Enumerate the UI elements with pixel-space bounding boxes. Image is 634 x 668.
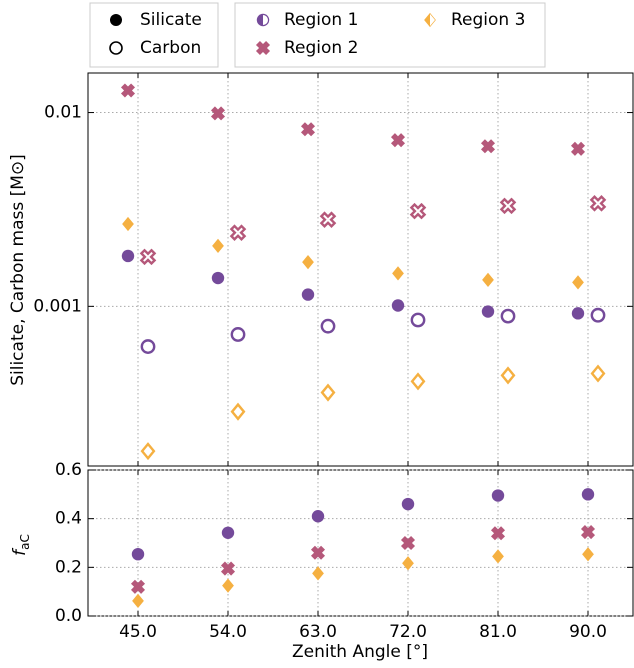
x-tick-label: 63.0 <box>299 622 337 642</box>
plot-frame <box>87 469 634 617</box>
point <box>300 122 316 137</box>
point <box>121 249 135 263</box>
legend-label: Region 2 <box>284 38 358 58</box>
point <box>572 275 584 290</box>
y-tick-label: 0.01 <box>44 103 82 123</box>
point <box>130 579 146 594</box>
point <box>499 197 517 215</box>
x-tick-label: 90.0 <box>569 622 607 642</box>
y-axis-label-subscript: aC <box>18 534 32 550</box>
point <box>212 238 224 254</box>
point <box>491 489 505 502</box>
y-tick-label: 0.001 <box>33 296 82 316</box>
point <box>580 525 596 540</box>
point <box>582 547 594 562</box>
legend-marker <box>110 14 122 26</box>
point <box>481 305 495 318</box>
point <box>301 288 315 301</box>
legend-marker <box>255 40 271 56</box>
legend-marker <box>109 41 123 55</box>
point <box>132 593 144 609</box>
point <box>221 526 235 539</box>
y-axis-label: faC <box>10 534 32 556</box>
x-tick-label: 81.0 <box>479 622 517 642</box>
point <box>312 566 324 581</box>
point <box>310 545 326 560</box>
point <box>571 307 585 320</box>
point <box>131 547 145 561</box>
point <box>590 307 606 323</box>
point <box>120 83 136 98</box>
point <box>589 195 607 212</box>
point <box>302 255 314 270</box>
y-tick-label: 0.2 <box>55 557 82 577</box>
point <box>222 578 234 593</box>
point <box>391 299 405 312</box>
legend-box <box>234 2 546 68</box>
x-axis-label: Zenith Angle [°] <box>292 642 428 662</box>
point <box>590 364 606 383</box>
point <box>320 318 336 334</box>
point <box>319 211 337 228</box>
point <box>140 339 156 354</box>
y-tick-label: 0.0 <box>55 606 82 626</box>
point <box>482 272 494 287</box>
point <box>311 510 325 523</box>
point <box>122 216 134 232</box>
point <box>390 133 406 148</box>
legend-label: Region 3 <box>451 10 525 30</box>
point <box>230 402 246 421</box>
x-tick-label: 54.0 <box>209 622 247 642</box>
point <box>409 202 427 220</box>
legend-marker <box>263 15 268 25</box>
legend-box <box>89 2 219 68</box>
y-tick-label: 0.6 <box>55 460 82 480</box>
x-tick-label: 72.0 <box>389 622 427 642</box>
point <box>490 526 506 541</box>
legend-marker <box>430 14 435 26</box>
point <box>402 556 414 571</box>
point <box>400 535 416 551</box>
point <box>211 271 225 285</box>
point <box>230 327 246 342</box>
legend-label: Region 1 <box>284 10 358 30</box>
y-axis-label: Silicate, Carbon mass [M⊙] <box>8 154 28 386</box>
point <box>320 383 336 402</box>
legend-label: Carbon <box>140 38 201 58</box>
point <box>500 308 516 324</box>
point <box>140 442 156 461</box>
point <box>139 248 157 266</box>
point <box>229 224 247 241</box>
point <box>220 561 236 576</box>
legend-label: Silicate <box>140 10 202 30</box>
point <box>492 549 504 564</box>
x-tick-label: 45.0 <box>119 622 157 642</box>
point <box>500 366 516 385</box>
point <box>401 497 415 511</box>
point <box>570 141 586 156</box>
point <box>410 312 426 328</box>
y-axis-label-main: f <box>10 547 30 556</box>
point <box>210 106 226 121</box>
point <box>480 139 496 154</box>
y-tick-label: 0.4 <box>55 509 82 529</box>
point <box>410 372 426 391</box>
point <box>581 488 595 501</box>
point <box>392 266 404 281</box>
plot-frame <box>87 72 634 467</box>
